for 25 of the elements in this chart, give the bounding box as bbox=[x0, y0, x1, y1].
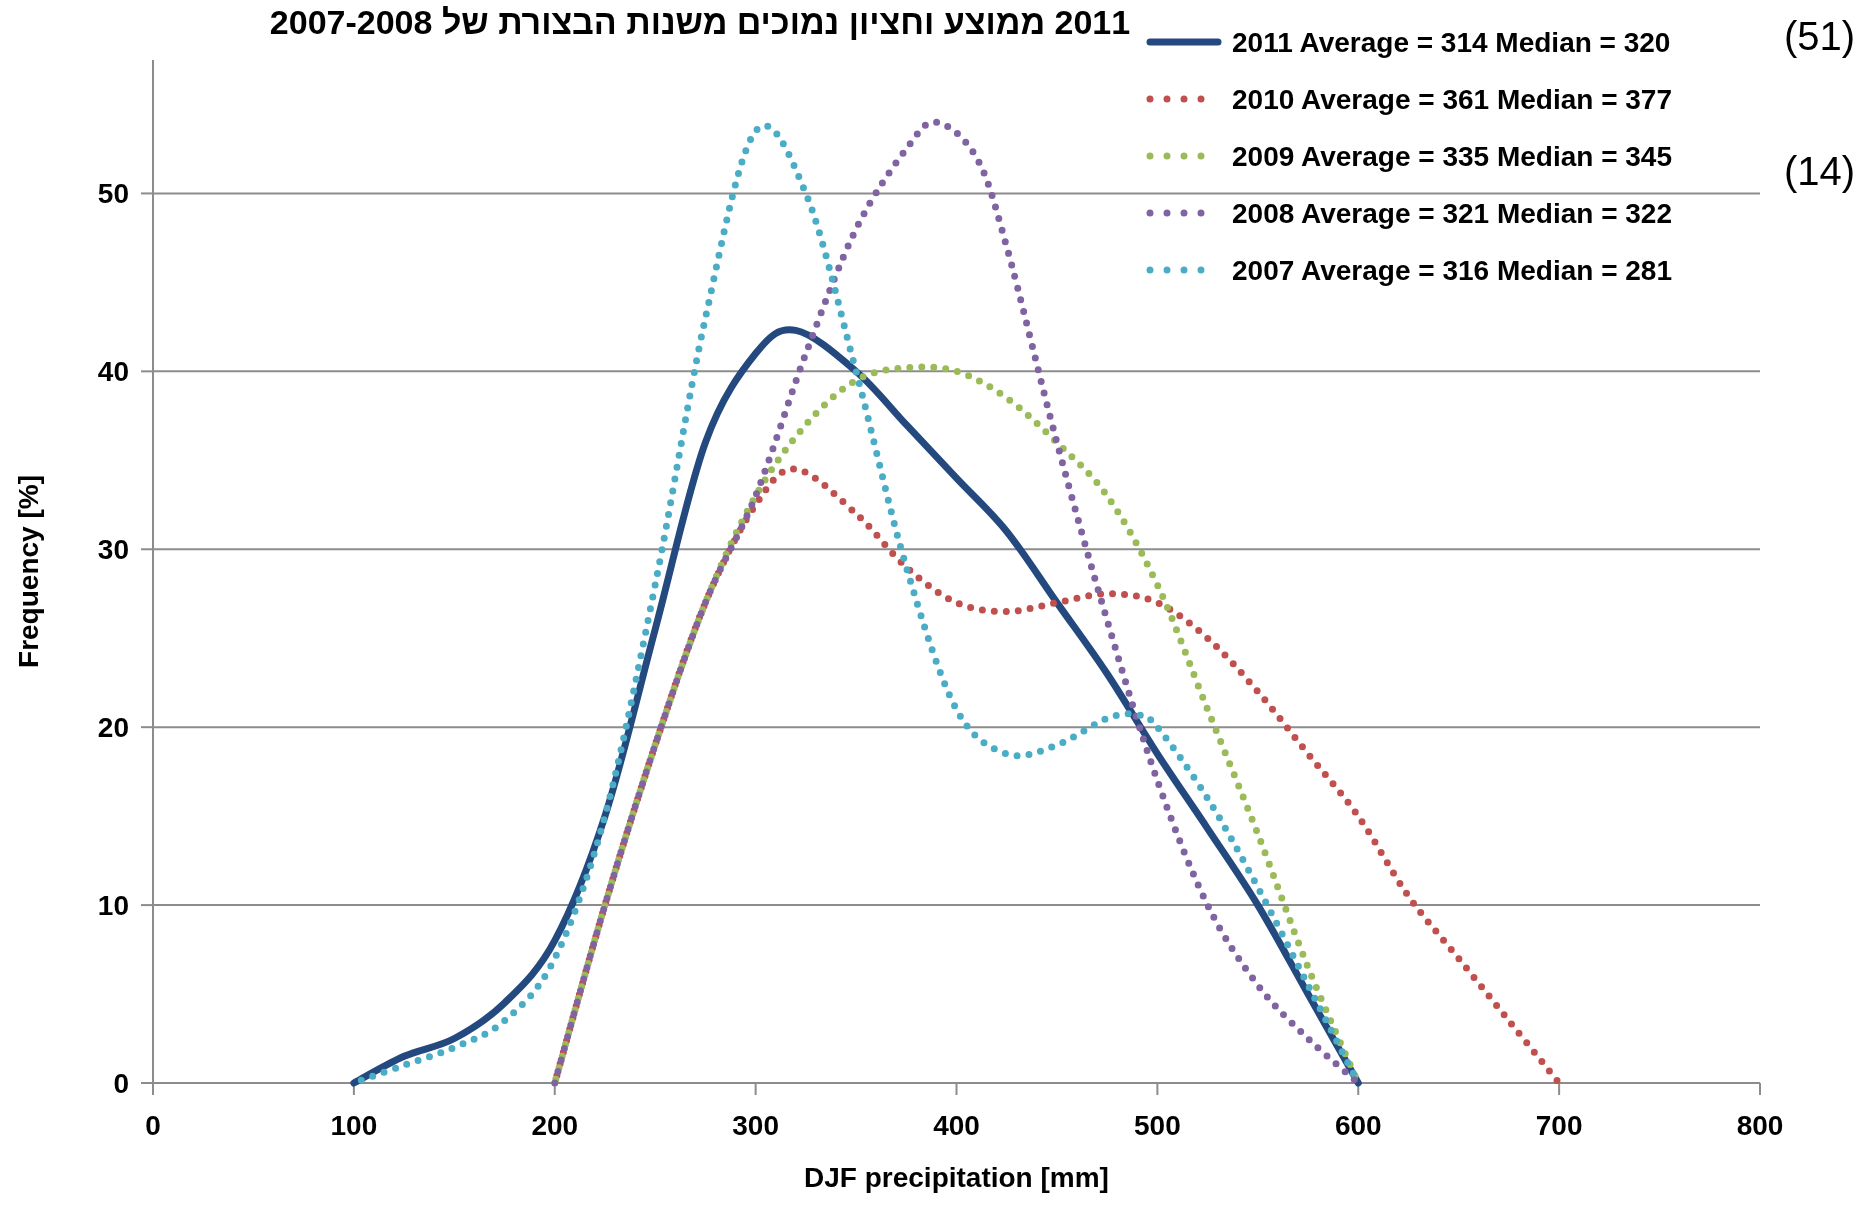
y-tick-label: 10 bbox=[97, 890, 129, 922]
x-tick-label: 100 bbox=[330, 1110, 378, 1141]
chart-title: 2011 ממוצע וחציון נמוכים משנות הבצורת של 2007-2008 bbox=[269, 3, 1131, 41]
x-tick-label: 700 bbox=[1535, 1110, 1583, 1141]
x-tick-label: 800 bbox=[1736, 1110, 1784, 1141]
legend-label: 2009 Average = 335 Median = 345 bbox=[1232, 141, 1672, 172]
legend-label: 2008 Average = 321 Median = 322 bbox=[1232, 198, 1672, 229]
y-tick-label: 30 bbox=[97, 534, 129, 566]
x-tick-label: 500 bbox=[1134, 1110, 1181, 1141]
x-tick-label: 300 bbox=[732, 1110, 779, 1141]
x-tick-label: 400 bbox=[933, 1110, 980, 1141]
y-axis-title: Frequency [%] bbox=[13, 475, 44, 668]
legend-label: 2011 Average = 314 Median = 320 bbox=[1232, 27, 1671, 58]
x-axis-title: DJF precipitation [mm] bbox=[804, 1162, 1109, 1193]
legend-label: 2007 Average = 316 Median = 281 bbox=[1232, 255, 1672, 286]
x-tick-label: 600 bbox=[1334, 1110, 1382, 1141]
y-tick-label: 20 bbox=[97, 712, 129, 744]
x-tick-label: 0 bbox=[145, 1110, 161, 1141]
y-tick-label: 40 bbox=[97, 356, 129, 388]
y-tick-label: 50 bbox=[97, 178, 129, 210]
legend-label: 2010 Average = 361 Median = 377 bbox=[1232, 84, 1672, 115]
text: (51) bbox=[1784, 14, 1856, 58]
x-tick-label: 200 bbox=[531, 1110, 579, 1141]
text: (14) bbox=[1784, 149, 1856, 193]
y-tick-label: 0 bbox=[113, 1068, 129, 1099]
